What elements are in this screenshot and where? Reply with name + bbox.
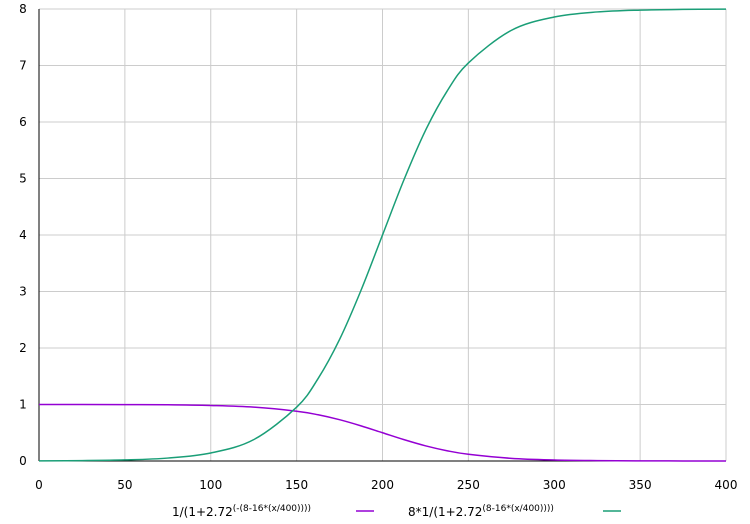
y-tick-label: 4 — [19, 228, 27, 242]
legend-label-series-2: 8*1/(1+2.72(8-16*(x/400)))) — [408, 504, 554, 519]
x-tick-label: 150 — [285, 478, 308, 492]
y-tick-label: 8 — [19, 2, 27, 16]
y-tick-label: 5 — [19, 172, 27, 186]
x-tick-label: 400 — [715, 478, 738, 492]
y-tick-label: 0 — [19, 454, 27, 468]
y-tick-label: 7 — [19, 59, 27, 73]
x-tick-label: 50 — [117, 478, 132, 492]
series-lines — [38, 8, 727, 462]
legend-label-series-1: 1/(1+2.72(-(8-16*(x/400)))) — [172, 504, 311, 519]
legend-label-series-2-superscript: (8-16*(x/400)))) — [482, 504, 554, 514]
x-tick-label: 200 — [371, 478, 394, 492]
x-tick-label: 300 — [543, 478, 566, 492]
y-tick-label: 6 — [19, 115, 27, 129]
y-tick-label: 2 — [19, 341, 27, 355]
grid — [39, 8, 727, 461]
x-tick-label: 350 — [629, 478, 652, 492]
x-tick-label: 0 — [35, 478, 43, 492]
tick-labels: 0 50 100 150 200 250 300 350 400 0 1 2 3 4 5 6 7 8 — [19, 2, 737, 492]
series-line-1 — [38, 403, 727, 462]
legend: 1/(1+2.72(-(8-16*(x/400)))) 8*1/(1+2.72(… — [172, 504, 621, 519]
x-tick-label: 250 — [457, 478, 480, 492]
series-line-2 — [38, 8, 727, 462]
legend-label-series-2-base: 8*1/(1+2.72 — [408, 505, 482, 519]
legend-label-series-1-base: 1/(1+2.72 — [172, 505, 233, 519]
x-tick-label: 100 — [199, 478, 222, 492]
y-tick-label: 3 — [19, 285, 27, 299]
legend-label-series-1-superscript: (-(8-16*(x/400)))) — [233, 504, 311, 514]
y-tick-label: 1 — [19, 398, 27, 412]
